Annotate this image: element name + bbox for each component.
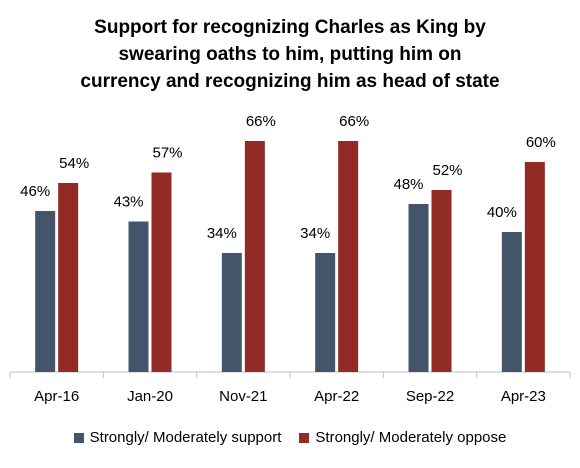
x-tick-label: Apr-16: [34, 388, 79, 405]
x-tick-label: Nov-21: [219, 388, 267, 405]
x-tick-label: Apr-22: [314, 388, 359, 405]
bar-oppose: [524, 162, 545, 372]
bar-oppose: [58, 183, 79, 372]
data-label-oppose: 66%: [339, 113, 369, 130]
x-tick-label: Apr-23: [501, 388, 546, 405]
data-label-oppose: 66%: [246, 113, 276, 130]
x-tick-label: Sep-22: [406, 388, 454, 405]
legend-item-support: Strongly/ Moderately support: [73, 429, 282, 446]
bar-oppose: [244, 141, 265, 372]
legend-item-oppose: Strongly/ Moderately oppose: [299, 429, 506, 446]
legend-label-oppose: Strongly/ Moderately oppose: [315, 429, 507, 446]
legend: Strongly/ Moderately support Strongly/ M…: [0, 429, 580, 446]
data-label-support: 46%: [20, 183, 50, 200]
data-label-support: 40%: [487, 204, 517, 221]
data-label-support: 34%: [207, 225, 237, 242]
data-label-support: 34%: [300, 225, 330, 242]
bar-support: [221, 253, 242, 372]
bar-support: [35, 211, 56, 372]
legend-label-support: Strongly/ Moderately support: [89, 429, 282, 446]
data-label-oppose: 57%: [152, 145, 182, 162]
chart-title-line-3: currency and recognizing him as head of …: [80, 71, 500, 92]
x-tick-label: Jan-20: [127, 388, 173, 405]
bar-support: [501, 232, 522, 372]
bar-support: [315, 253, 336, 372]
bar-oppose: [431, 190, 452, 372]
chart-title-line-2: swearing oaths to him, putting him on: [118, 44, 462, 65]
bar-oppose: [151, 172, 172, 372]
data-label-oppose: 60%: [526, 134, 556, 151]
data-label-oppose: 54%: [59, 155, 89, 172]
chart-title: Support for recognizing Charles as King …: [0, 14, 580, 95]
bar-support: [408, 204, 429, 372]
data-label-support: 43%: [113, 194, 143, 211]
bar-support: [128, 221, 149, 372]
chart-title-line-1: Support for recognizing Charles as King …: [94, 17, 486, 38]
bar-oppose: [338, 141, 359, 372]
legend-swatch-oppose: [299, 432, 310, 443]
legend-swatch-support: [73, 432, 84, 443]
data-label-oppose: 52%: [432, 162, 462, 179]
data-label-support: 48%: [393, 176, 423, 193]
